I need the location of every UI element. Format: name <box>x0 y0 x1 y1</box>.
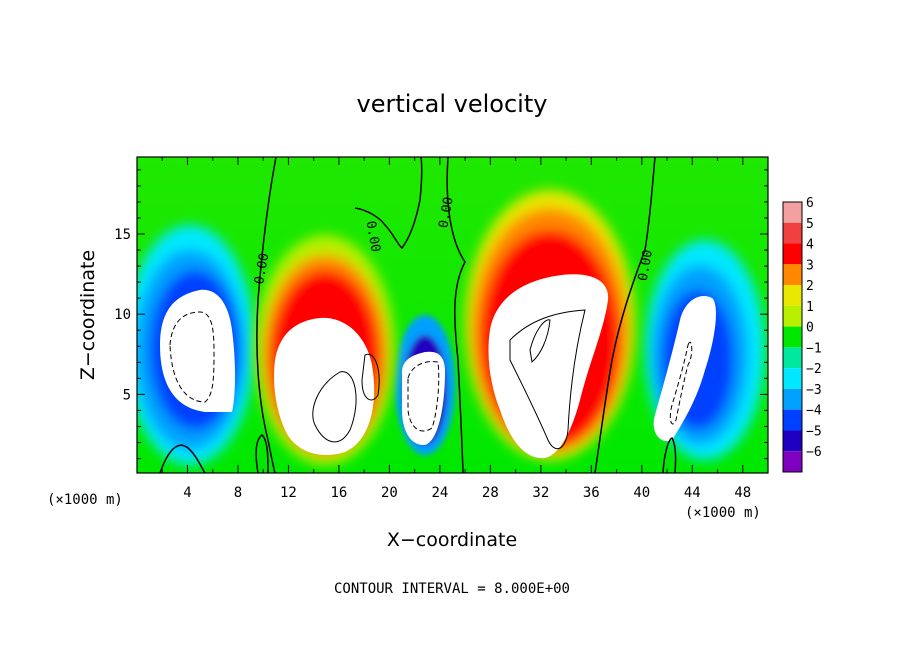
x-tick-label-16: 16 <box>330 485 347 501</box>
colorbar-label-4: 4 <box>806 238 814 253</box>
contour-label-2: 0.00 <box>436 196 456 229</box>
colorbar-label-6: 6 <box>806 196 814 211</box>
colorbar-swatch-4 <box>783 243 802 265</box>
colorbar-swatch-3 <box>783 264 802 286</box>
colorbar-swatch--6 <box>783 451 802 472</box>
colorbar-swatch--2 <box>783 368 802 389</box>
x-tick-label-32: 32 <box>532 485 549 501</box>
contour-interval-note: CONTOUR INTERVAL = 8.000E+00 <box>334 581 570 597</box>
y-axis-ticks: 5 10 15 <box>114 169 768 460</box>
x-tick-label-4: 4 <box>183 485 191 501</box>
colorbar-frame <box>782 201 803 473</box>
colorbar-swatch-5 <box>783 222 802 244</box>
x-tick-label-44: 44 <box>684 485 701 501</box>
negative-contours <box>169 311 693 432</box>
colorbar-label-0: 0 <box>806 321 814 336</box>
zero-contours <box>159 157 677 473</box>
colorbar-label--1: −1 <box>806 341 822 356</box>
x-tick-label-40: 40 <box>633 485 650 501</box>
y-tick-label-15: 15 <box>114 227 131 243</box>
colorbar-label-5: 5 <box>806 217 814 232</box>
colorbar-label-1: 1 <box>806 300 814 315</box>
plot-frame <box>136 156 769 474</box>
colorbar-swatch-1 <box>783 305 802 327</box>
x-unit-label-right: (×1000 m) <box>685 505 761 521</box>
colorbar: 6 5 4 3 2 1 0 −1 −2 −3 −4 −5 −6 <box>782 196 822 473</box>
colorbar-swatch--5 <box>783 430 802 452</box>
positive-contours <box>312 309 586 450</box>
x-tick-label-12: 12 <box>280 485 297 501</box>
heatmap-field <box>137 157 768 473</box>
colorbar-label--6: −6 <box>806 445 822 460</box>
y-tick-label-5: 5 <box>123 387 131 403</box>
chart-title: vertical velocity <box>357 90 548 118</box>
colorbar-swatch--3 <box>783 388 802 410</box>
x-tick-label-8: 8 <box>234 485 242 501</box>
contour-label-0: 0.00 <box>252 252 272 285</box>
colorbar-swatch-6 <box>783 202 802 223</box>
y-axis-label: Z−coordinate <box>77 250 99 380</box>
contour-label-1: 0.00 <box>363 220 383 253</box>
saturated-regions <box>160 274 716 459</box>
colorbar-label--5: −5 <box>806 424 822 439</box>
colorbar-label-3: 3 <box>806 258 814 273</box>
x-tick-label-20: 20 <box>381 485 398 501</box>
x-tick-label-36: 36 <box>583 485 600 501</box>
x-unit-label-left: (×1000 m) <box>47 492 123 508</box>
colorbar-swatch-2 <box>783 285 802 306</box>
contour-label-3: 0.00 <box>636 249 656 282</box>
contour-labels: 0.00 0.00 0.00 0.00 <box>252 196 656 286</box>
x-axis-ticks: 4 8 12 16 20 24 28 32 36 40 44 48 <box>161 157 751 501</box>
x-tick-label-28: 28 <box>482 485 499 501</box>
colorbar-label-2: 2 <box>806 279 814 294</box>
colorbar-label--2: −2 <box>806 362 822 377</box>
colorbar-swatch--4 <box>783 409 802 431</box>
colorbar-swatch--1 <box>783 347 802 369</box>
colorbar-label--3: −3 <box>806 383 822 398</box>
x-axis-label: X−coordinate <box>387 529 517 551</box>
colorbar-label--4: −4 <box>806 404 822 419</box>
y-tick-label-10: 10 <box>114 307 131 323</box>
x-tick-label-24: 24 <box>431 485 448 501</box>
colorbar-swatch-0 <box>783 326 802 348</box>
x-tick-label-48: 48 <box>734 485 751 501</box>
